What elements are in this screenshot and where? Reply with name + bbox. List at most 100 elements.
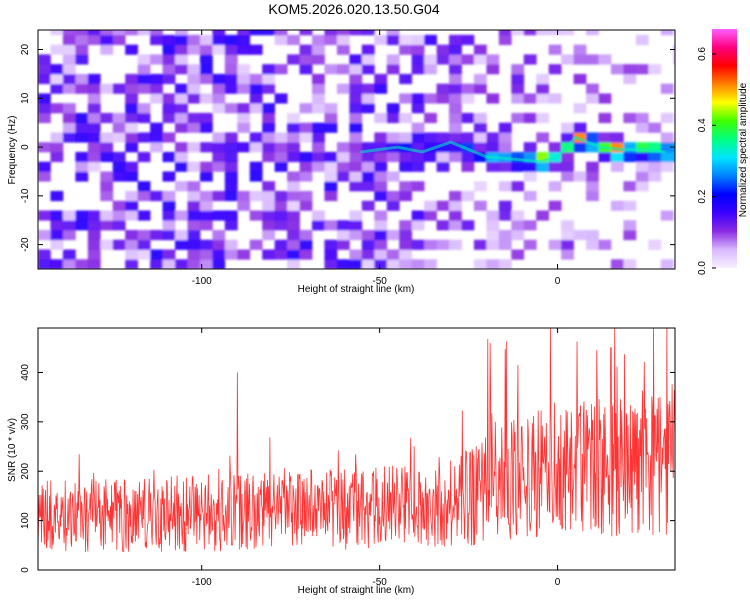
heatmap-cell xyxy=(449,54,462,65)
heatmap-cell xyxy=(62,220,76,231)
heatmap-cell xyxy=(187,249,201,260)
heatmap-cell xyxy=(212,93,226,104)
heatmap-cell xyxy=(436,142,450,153)
heatmap-cell xyxy=(162,93,176,104)
heatmap-cell xyxy=(498,122,512,133)
heatmap-cell xyxy=(424,54,437,65)
heatmap-cell xyxy=(399,132,413,143)
snr-x-ticks: -100 -50 0 xyxy=(192,328,561,588)
heatmap-cell xyxy=(436,161,450,172)
heatmap-cell xyxy=(150,259,163,269)
heatmap-cell xyxy=(287,181,300,192)
heatmap-cell xyxy=(312,210,325,221)
heatmap-cell xyxy=(374,132,388,143)
heatmap-cell xyxy=(62,34,76,46)
heatmap-cell xyxy=(224,181,238,192)
heatmap-cell xyxy=(162,103,176,114)
heatmap-cell xyxy=(610,64,624,75)
heatmap-cell xyxy=(249,73,263,85)
heatmap-cell xyxy=(125,171,139,182)
heatmap-cell xyxy=(100,239,114,250)
heatmap-cell xyxy=(175,161,188,172)
heatmap-cell xyxy=(312,132,325,143)
heatmap-cell xyxy=(523,112,537,124)
heatmap-cell xyxy=(62,132,76,143)
heatmap-cell xyxy=(249,161,263,172)
heatmap-cell xyxy=(473,73,487,85)
heatmap-cell xyxy=(324,239,338,250)
heatmap-cell xyxy=(38,249,51,260)
heatmap-cell xyxy=(349,249,363,260)
heatmap-cell xyxy=(399,249,413,260)
heatmap-cell xyxy=(162,151,176,163)
heatmap-cell xyxy=(623,142,637,153)
heatmap-cell xyxy=(112,83,126,94)
heatmap-cell xyxy=(561,161,574,172)
heatmap-cell xyxy=(150,83,163,94)
heatmap-cell xyxy=(125,210,139,221)
heatmap-cell xyxy=(100,30,114,36)
heatmap-cell xyxy=(473,83,487,94)
heatmap-cell xyxy=(424,259,437,269)
heatmap-cell xyxy=(87,229,101,241)
heatmap-cell xyxy=(212,229,226,241)
heatmap-cell xyxy=(299,132,313,143)
heatmap-cell xyxy=(212,83,226,94)
spectrogram-frame xyxy=(37,29,676,270)
heatmap-cell xyxy=(38,103,51,114)
heatmap-cell xyxy=(125,161,139,172)
heatmap-cell xyxy=(399,181,413,192)
heatmap-cell xyxy=(586,30,599,36)
heatmap-cell xyxy=(660,132,674,143)
heatmap-cell xyxy=(449,64,462,75)
heatmap-cell xyxy=(187,161,201,172)
heatmap-cell xyxy=(237,34,251,46)
heatmap-cell xyxy=(573,44,587,55)
heatmap-cell xyxy=(548,44,562,55)
heatmap-cell xyxy=(199,200,213,211)
heatmap-cell xyxy=(361,64,375,75)
heatmap-cell xyxy=(399,161,413,172)
heatmap-cell xyxy=(150,229,163,241)
heatmap-cell xyxy=(62,30,76,36)
heatmap-cell xyxy=(150,73,163,85)
heatmap-cell xyxy=(299,30,313,36)
heatmap-cell xyxy=(237,200,251,211)
heatmap-cell xyxy=(324,103,338,114)
heatmap-cell xyxy=(673,151,675,163)
heatmap-cell xyxy=(287,142,300,153)
heatmap-cell xyxy=(411,103,425,114)
heatmap-cell xyxy=(424,210,437,221)
heatmap-cell xyxy=(449,200,462,211)
snr-frame xyxy=(37,327,676,571)
heatmap-cell xyxy=(75,112,89,124)
heatmap-cell xyxy=(112,30,126,36)
heatmap-cell xyxy=(648,171,662,182)
heatmap-cell xyxy=(112,220,126,231)
heatmap-cell xyxy=(75,54,89,65)
heatmap-cell xyxy=(125,239,139,250)
heatmap-cell xyxy=(312,34,325,46)
heatmap-cell xyxy=(523,171,537,182)
heatmap-cell xyxy=(324,161,338,172)
heatmap-cell xyxy=(486,239,500,250)
heatmap-cell xyxy=(436,54,450,65)
heatmap-cell xyxy=(299,200,313,211)
heatmap-cell xyxy=(249,132,263,143)
heatmap-cell xyxy=(312,151,325,163)
heatmap-cell xyxy=(411,34,425,46)
heatmap-cell xyxy=(249,239,263,250)
snr-y-tick-label: 200 xyxy=(20,462,31,479)
heatmap-cell xyxy=(112,132,126,143)
heatmap-cell xyxy=(249,103,263,114)
spectrogram-y-tick-label: 20 xyxy=(20,44,31,56)
heatmap-cell xyxy=(511,229,525,241)
heatmap-cell xyxy=(349,132,363,143)
heatmap-cell xyxy=(399,190,413,202)
heatmap-cell xyxy=(361,93,375,104)
heatmap-cell xyxy=(212,30,226,36)
spectrogram-y-tick-label: 0 xyxy=(20,144,31,150)
heatmap-cell xyxy=(324,181,338,192)
heatmap-cell xyxy=(349,161,363,172)
